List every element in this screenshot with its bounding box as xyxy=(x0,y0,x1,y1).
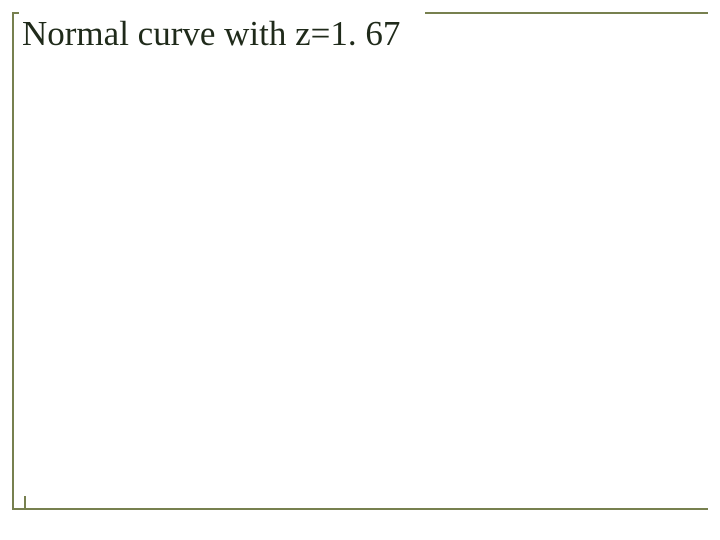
frame-top-right-segment xyxy=(425,12,708,14)
slide: Normal curve with z=1. 67 xyxy=(0,0,720,540)
slide-title: Normal curve with z=1. 67 xyxy=(22,14,400,54)
frame-bottom-segment xyxy=(12,508,708,510)
frame-left-segment xyxy=(12,12,14,510)
frame-bottom-tick xyxy=(24,496,26,508)
